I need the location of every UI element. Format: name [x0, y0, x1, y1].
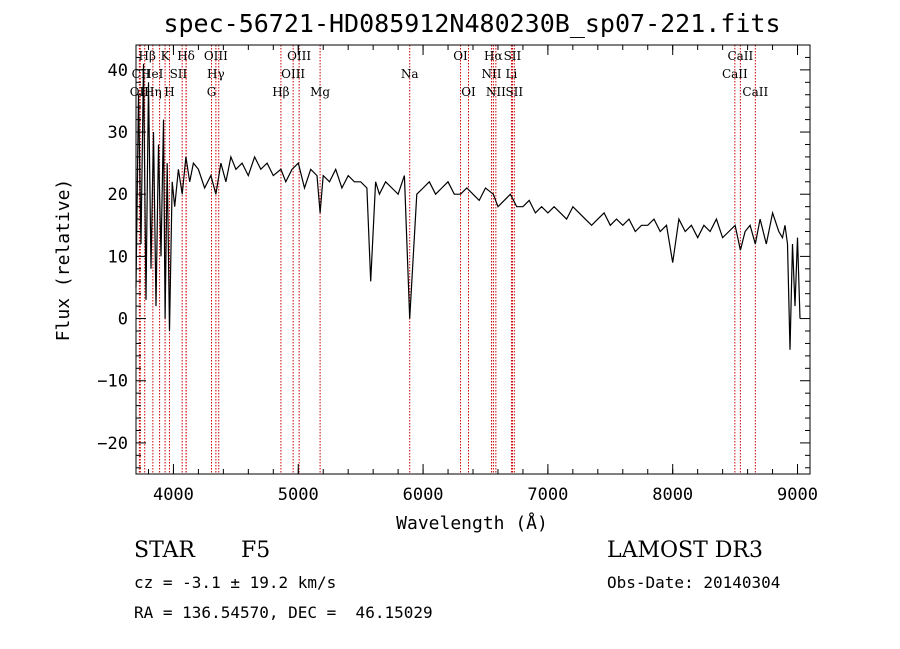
plot-frame — [135, 44, 811, 475]
line-label-4: OIII — [287, 49, 311, 63]
y-tick-label: 40 — [108, 61, 128, 81]
y-tick-label: 10 — [108, 247, 128, 267]
line-label-14: Na — [401, 67, 419, 81]
line-label-23: Mg — [310, 85, 330, 99]
x-tick-label: 9000 — [777, 485, 818, 505]
line-label-26: SII — [505, 85, 523, 99]
obs-date: Obs-Date: 20140304 — [607, 573, 781, 592]
object-subclass: F5 — [241, 538, 271, 563]
axis-ticks: 4000 5000 6000 7000 8000 9000 −20 −10 0 10 20 30 40 — [97, 44, 818, 505]
x-axis-label: Wavelength (Å) — [396, 512, 548, 534]
y-tick-label: 0 — [118, 310, 128, 330]
line-label-22: Hβ — [272, 85, 289, 99]
y-tick-label: 30 — [108, 123, 128, 143]
line-label-10: HeI — [141, 67, 164, 81]
y-tick-label: 20 — [108, 185, 128, 205]
x-tick-label: 6000 — [403, 485, 444, 505]
line-label-25: NII — [486, 85, 506, 99]
line-label-13: OIII — [281, 67, 305, 81]
line-label-6: Hα — [484, 49, 503, 63]
object-class: STAR — [134, 538, 195, 563]
spectrum-line — [135, 63, 801, 350]
survey-name: LAMOST DR3 — [607, 538, 763, 563]
coordinates: RA = 136.54570, DEC = 46.15029 — [134, 603, 433, 622]
line-label-24: OI — [461, 85, 476, 99]
line-label-5: OI — [453, 49, 468, 63]
x-tick-label: 7000 — [527, 485, 568, 505]
y-tick-label: −10 — [97, 372, 128, 392]
y-axis-label: Flux (relative) — [53, 179, 74, 342]
line-label-7: SII — [504, 49, 522, 63]
x-tick-label: 5000 — [278, 485, 319, 505]
line-label-1: K — [161, 49, 171, 63]
x-tick-label: 4000 — [153, 485, 194, 505]
y-tick-label: −20 — [97, 434, 128, 454]
line-label-27: CaII — [742, 85, 768, 99]
line-label-12: Hγ — [207, 67, 225, 81]
line-label-20: H — [164, 85, 174, 99]
line-label-8: CaII — [727, 49, 753, 63]
redshift-text: cz = -3.1 ± 19.2 km/s — [134, 573, 337, 592]
line-label-2: Hδ — [177, 49, 195, 63]
line-label-15: NII — [481, 67, 501, 81]
line-label-0: Hβ — [139, 49, 156, 63]
spectral-line-markers — [138, 45, 756, 474]
line-label-11: SII — [170, 67, 188, 81]
line-label-3: OIII — [204, 49, 228, 63]
line-label-19: Hη — [144, 85, 162, 99]
x-tick-label: 8000 — [652, 485, 693, 505]
chart-title: spec-56721-HD085912N480230B_sp07-221.fit… — [163, 9, 780, 38]
line-label-21: G — [207, 85, 217, 99]
line-label-16: Li — [506, 67, 518, 81]
line-label-17: CaII — [722, 67, 748, 81]
